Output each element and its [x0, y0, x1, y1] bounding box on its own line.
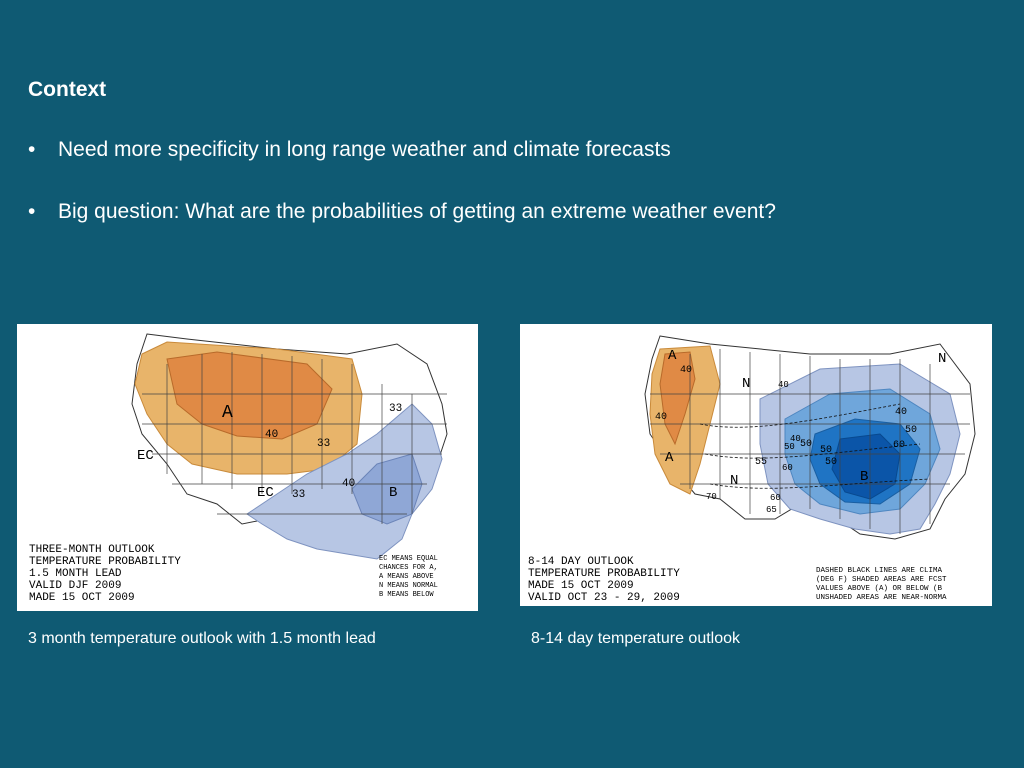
map-label: B	[860, 469, 868, 485]
map-legend-line: N MEANS NORMAL	[379, 582, 438, 590]
climatology-dashed-lines	[699, 403, 931, 489]
map-label: EC	[137, 448, 154, 464]
map-title-line: 8-14 DAY OUTLOOK	[528, 556, 634, 568]
map-label: 33	[389, 403, 402, 415]
below-inner-region	[351, 453, 423, 525]
bullet-list: • Need more specificity in long range wea…	[28, 136, 776, 260]
map-title-line: TEMPERATURE PROBABILITY	[528, 568, 680, 580]
map-title-line: MADE 15 OCT 2009	[29, 592, 135, 604]
map-label: 50	[825, 457, 837, 468]
map-label: 40	[655, 412, 667, 423]
map-title-line: 1.5 MONTH LEAD	[29, 568, 122, 580]
map-label: 40	[778, 380, 789, 390]
map2-svg: A A N N N B 40 40 40 40 50 50 60 50 50 4…	[528, 335, 976, 604]
map1-caption: 3 month temperature outlook with 1.5 mon…	[28, 630, 376, 647]
map-label: EC	[257, 485, 274, 501]
map-label: 40	[680, 365, 692, 376]
map-legend-line: CHANCES FOR A,	[379, 564, 438, 572]
three-month-outlook-map: A B EC EC 40 33 33 33 40 THREE-MONTH OUT…	[17, 324, 478, 611]
map-label: N	[742, 376, 750, 392]
map-label: 50	[784, 442, 795, 452]
bullet-dot: •	[28, 200, 36, 223]
map-title-line: THREE-MONTH OUTLOOK	[29, 544, 155, 556]
map-label: 50	[800, 439, 812, 450]
map-legend-block: DASHED BLACK LINES ARE CLIMA (DEG F) SHA…	[816, 567, 947, 602]
bullet-item: • Big question: What are the probabilitie…	[28, 198, 776, 226]
bullet-dot: •	[28, 138, 36, 161]
above-region-west-inner	[659, 351, 696, 446]
map-legend-block: EC MEANS EQUAL CHANCES FOR A, A MEANS AB…	[379, 555, 438, 599]
map-label: 40	[265, 429, 278, 441]
map1-svg: A B EC EC 40 33 33 33 40 THREE-MONTH OUT…	[29, 333, 448, 604]
map-label: 65	[766, 505, 777, 515]
map-label: N	[730, 473, 738, 489]
map-label: N	[938, 351, 946, 367]
map-legend-line: UNSHADED AREAS ARE NEAR-NORMA	[816, 594, 947, 602]
below-region-darkest	[831, 433, 901, 500]
bullet-item: • Need more specificity in long range wea…	[28, 136, 776, 164]
map-title-line: MADE 15 OCT 2009	[528, 580, 634, 592]
map-legend-line: A MEANS ABOVE	[379, 573, 434, 581]
map-label: 40	[342, 478, 355, 490]
bullet-text: Need more specificity in long range weat…	[58, 138, 671, 161]
state-lines	[142, 352, 447, 524]
map-title-line: VALID DJF 2009	[29, 580, 121, 592]
map-label: A	[222, 403, 233, 423]
map-label: A	[665, 450, 674, 466]
map-legend-line: EC MEANS EQUAL	[379, 555, 438, 563]
map-label: 50	[820, 445, 832, 456]
map2-caption: 8-14 day temperature outlook	[531, 630, 741, 647]
map-label: 70	[706, 492, 717, 502]
map-legend-line: DASHED BLACK LINES ARE CLIMA	[816, 567, 943, 575]
map-title-block: 8-14 DAY OUTLOOK TEMPERATURE PROBABILITY…	[528, 556, 680, 604]
map-label: 60	[782, 463, 793, 473]
map-legend-line: B MEANS BELOW	[379, 591, 434, 599]
map-label: 33	[317, 438, 330, 450]
map-legend-line: (DEG F) SHADED AREAS ARE FCST	[816, 576, 947, 584]
map-title-line: VALID OCT 23 - 29, 2009	[528, 592, 680, 604]
state-lines	[650, 349, 970, 534]
map-legend-line: VALUES ABOVE (A) OR BELOW (B	[816, 585, 943, 593]
map-label: 60	[893, 440, 905, 451]
map-label: 40	[895, 407, 907, 418]
map-title-block: THREE-MONTH OUTLOOK TEMPERATURE PROBABIL…	[29, 544, 181, 604]
bullet-text: Big question: What are the probabilities…	[58, 200, 776, 223]
map-label: A	[668, 348, 677, 364]
map-label: 40	[790, 434, 801, 444]
map-label: 50	[905, 425, 917, 436]
map-title-line: TEMPERATURE PROBABILITY	[29, 556, 181, 568]
eight-fourteen-day-outlook-map: A A N N N B 40 40 40 40 50 50 60 50 50 4…	[520, 324, 992, 606]
map-label: B	[389, 485, 397, 501]
map-label: 60	[770, 493, 781, 503]
slide-heading: Context	[28, 78, 107, 101]
map-label: 55	[755, 457, 767, 468]
map-label: 33	[292, 489, 305, 501]
